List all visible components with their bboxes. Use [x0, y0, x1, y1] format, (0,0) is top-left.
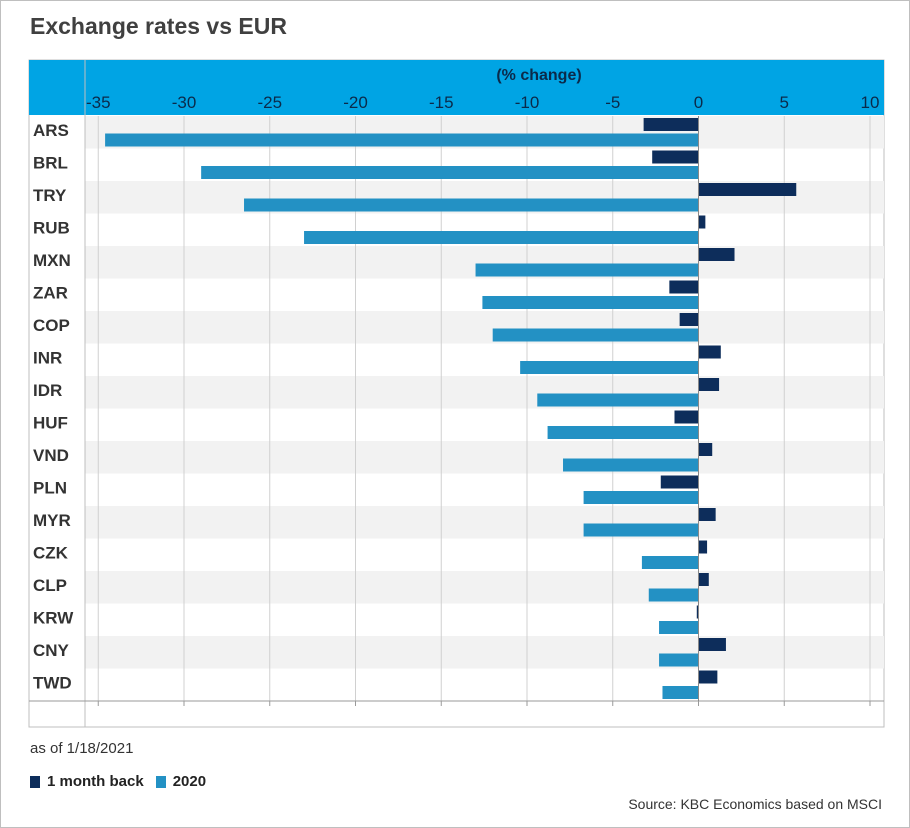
legend-item-2020: 2020	[155, 773, 207, 790]
category-label-vnd: VND	[33, 446, 69, 465]
x-tick-label: -10	[515, 93, 540, 112]
bar-brl-1-month-back	[652, 150, 699, 164]
category-label-czk: CZK	[33, 544, 69, 563]
category-label-try: TRY	[33, 186, 67, 205]
bar-idr-2020	[537, 393, 699, 407]
x-tick-label: -5	[605, 93, 620, 112]
bar-clp-2020	[648, 588, 699, 602]
bar-idr-1-month-back	[698, 378, 720, 391]
category-label-zar: ZAR	[33, 284, 68, 303]
bar-ars-1-month-back	[643, 118, 699, 131]
bar-huf-1-month-back	[674, 410, 699, 424]
bar-zar-2020	[482, 296, 699, 309]
bar-rub-1-month-back	[698, 215, 706, 229]
bar-brl-2020	[201, 166, 699, 179]
category-label-clp: CLP	[33, 576, 67, 595]
bar-try-1-month-back	[698, 183, 797, 196]
x-tick-label: -35	[86, 93, 111, 112]
x-tick-label: -20	[343, 93, 368, 112]
legend-label-2020: 2020	[172, 773, 207, 790]
row-band	[85, 571, 884, 604]
bar-krw-1-month-back	[696, 605, 699, 619]
bar-try-2020	[244, 198, 699, 212]
category-label-inr: INR	[33, 349, 62, 368]
legend: 1 month back 2020	[30, 773, 218, 790]
category-label-rub: RUB	[33, 219, 70, 238]
x-tick-label: 10	[861, 93, 880, 112]
legend-item-1-month-back: 1 month back	[30, 773, 144, 790]
row-band	[85, 441, 884, 474]
bar-cny-1-month-back	[698, 638, 726, 651]
bar-zar-1-month-back	[669, 280, 699, 294]
category-label-huf: HUF	[33, 414, 68, 433]
bar-myr-2020	[583, 523, 699, 537]
bar-pln-2020	[583, 491, 699, 504]
legend-label-1-month-back: 1 month back	[47, 773, 144, 790]
category-label-twd: TWD	[33, 674, 72, 693]
bar-inr-2020	[520, 361, 699, 374]
bar-inr-1-month-back	[698, 345, 721, 359]
bar-myr-1-month-back	[698, 508, 716, 521]
bar-czk-1-month-back	[698, 540, 708, 554]
category-label-brl: BRL	[33, 154, 68, 173]
category-label-ars: ARS	[33, 121, 69, 140]
bar-chart: (% change) -35 -30 -25 -20 -15 -10 -5 0 5 10 ARS BRL…	[28, 59, 885, 728]
bar-cop-1-month-back	[679, 313, 699, 326]
bar-twd-2020	[662, 686, 699, 699]
bar-ars-2020	[105, 133, 699, 147]
row-band	[85, 506, 884, 539]
category-label-krw: KRW	[33, 609, 74, 628]
row-band	[85, 376, 884, 409]
x-tick-label: -30	[172, 93, 197, 112]
bar-cny-2020	[659, 653, 699, 667]
bar-vnd-2020	[563, 458, 699, 472]
bar-vnd-1-month-back	[698, 443, 713, 456]
bar-rub-2020	[304, 231, 699, 244]
chart-title: Exchange rates vs EUR	[30, 13, 287, 39]
legend-swatch-2020	[155, 775, 166, 788]
category-label-myr: MYR	[33, 511, 71, 530]
x-axis-title: (% change)	[496, 67, 581, 84]
bar-huf-2020	[547, 426, 699, 439]
category-label-cny: CNY	[33, 641, 70, 660]
x-tick-label: -25	[257, 93, 282, 112]
bar-cop-2020	[492, 328, 699, 342]
category-label-mxn: MXN	[33, 251, 71, 270]
source-note: Source: KBC Economics based on MSCI	[628, 796, 882, 812]
as-of-note: as of 1/18/2021	[30, 740, 134, 757]
axis-header	[29, 60, 884, 115]
bar-twd-1-month-back	[698, 670, 718, 684]
bar-mxn-1-month-back	[698, 248, 735, 261]
bar-krw-2020	[659, 621, 699, 634]
bar-pln-1-month-back	[660, 475, 699, 489]
category-label-idr: IDR	[33, 381, 62, 400]
row-band	[85, 311, 884, 344]
bar-czk-2020	[641, 556, 699, 569]
category-label-cop: COP	[33, 316, 70, 335]
category-label-pln: PLN	[33, 479, 67, 498]
x-tick-label: -15	[429, 93, 454, 112]
bar-clp-1-month-back	[698, 573, 709, 586]
x-tick-label: 0	[694, 93, 703, 112]
x-tick-label: 5	[780, 93, 789, 112]
row-band	[85, 636, 884, 669]
legend-swatch-1-month-back	[30, 775, 40, 788]
bar-mxn-2020	[475, 263, 699, 277]
